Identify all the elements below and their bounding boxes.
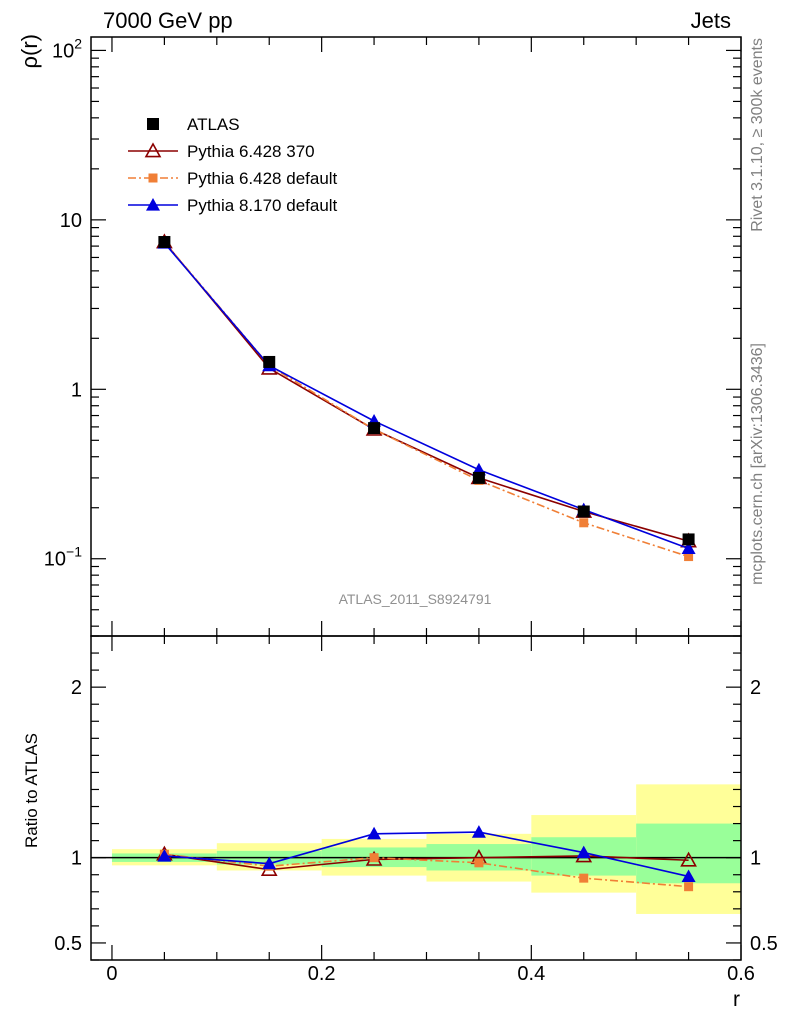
point-pythia-6-428-default-5 (684, 552, 694, 562)
ratio-y-axis-label: Ratio to ATLAS (22, 733, 41, 848)
legend-marker-pythia-6-428-default (148, 173, 158, 183)
legend-item-atlas: ATLAS (147, 115, 240, 134)
main-y-tick-label: 10−1 (44, 544, 82, 571)
point-atlas-3 (472, 471, 485, 484)
ratio-series-pythia-8-170-default (157, 825, 696, 883)
ratio-point-pythia-8-170-default-1 (262, 856, 277, 870)
series-pythia-6-428-370 (156, 233, 697, 548)
ratio-point-pythia-8-170-default-4 (576, 845, 591, 859)
side-label-top: Rivet 3.1.10, ≥ 300k events (749, 38, 766, 232)
point-atlas-2 (368, 422, 381, 435)
legend-label-atlas: ATLAS (187, 115, 240, 134)
series-atlas (158, 236, 695, 546)
ratio-line-pythia-6-428-default (164, 853, 689, 888)
legend-label-pythia-6-428-default: Pythia 6.428 default (187, 169, 338, 188)
x-tick-label: 0 (106, 963, 117, 985)
series-pythia-8-170-default (157, 236, 696, 555)
ratio-panel-frame: 0 0.2 0.4 0.6 0.5 0.5 1 1 2 2 (54, 635, 778, 985)
series-line-pythia-8-170-default (163, 242, 689, 550)
legend-marker-pythia-8-170-default (146, 198, 160, 211)
point-pythia-8-170-default-5 (681, 541, 696, 555)
series-pythia-6-428-default (159, 237, 694, 562)
ratio-y-tick-label-right: 1 (750, 848, 761, 870)
x-tick-label: 0.4 (517, 963, 545, 985)
point-atlas-4 (577, 505, 590, 518)
ratio-point-pythia-6-428-default-3 (474, 858, 484, 868)
ratio-point-pythia-6-428-370-5 (680, 851, 697, 867)
legend-label-pythia-6-428-370: Pythia 6.428 370 (187, 142, 315, 161)
legend-item-pythia-8-170-default: Pythia 8.170 default (128, 196, 338, 215)
header-left: 7000 GeV pp (103, 8, 233, 33)
side-label-bottom: mcplots.cern.ch [arXiv:1306.3436] (749, 343, 766, 585)
x-tick-label: 0.6 (727, 963, 755, 985)
analysis-watermark: ATLAS_2011_S8924791 (339, 591, 492, 607)
point-pythia-6-428-default-4 (579, 518, 589, 528)
ratio-y-tick-label-right: 0.5 (750, 933, 778, 955)
ratio-y-tick-label: 2 (71, 677, 82, 699)
ratio-point-pythia-6-428-default-4 (579, 873, 589, 883)
ratio-line-pythia-8-170-default (164, 831, 689, 878)
legend: ATLAS Pythia 6.428 370 Pythia 6.428 defaul… (128, 115, 338, 215)
point-atlas-0 (158, 236, 171, 249)
ratio-point-pythia-6-428-default-2 (369, 853, 379, 863)
legend-item-pythia-6-428-default: Pythia 6.428 default (128, 169, 338, 188)
ratio-y-tick-label: 1 (71, 848, 82, 870)
legend-marker-atlas (147, 118, 159, 130)
legend-marker-pythia-6-428-370 (144, 142, 162, 158)
main-panel-series (156, 233, 697, 562)
point-atlas-5 (682, 533, 695, 546)
ratio-point-pythia-6-428-default-5 (684, 882, 694, 892)
main-y-tick-label: 102 (52, 35, 82, 62)
ratio-point-pythia-8-170-default-3 (471, 825, 486, 838)
legend-label-pythia-8-170-default: Pythia 8.170 default (187, 196, 338, 215)
x-axis-label: r (733, 988, 740, 1011)
ratio-y-tick-label-right: 2 (750, 677, 761, 699)
series-line-pythia-6-428-default (163, 241, 689, 558)
series-line-pythia-6-428-370 (163, 241, 689, 542)
ratio-panel-series (156, 825, 697, 892)
point-atlas-1 (263, 355, 276, 368)
main-y-tick-label: 10 (60, 210, 82, 232)
x-tick-label: 0.2 (308, 963, 336, 985)
ratio-frame-box (90, 635, 742, 961)
ratio-point-pythia-8-170-default-2 (367, 826, 382, 840)
main-y-axis-label: ρ(r) (17, 34, 42, 69)
ratio-point-pythia-8-170-default-0 (157, 848, 172, 862)
ratio-y-tick-label: 0.5 (54, 933, 82, 955)
header-right: Jets (691, 8, 731, 33)
legend-item-pythia-6-428-370: Pythia 6.428 370 (128, 142, 315, 161)
ratio-uncertainty-bands (111, 784, 741, 914)
ratio-point-pythia-8-170-default-5 (681, 869, 696, 883)
main-y-tick-label: 1 (71, 379, 82, 401)
